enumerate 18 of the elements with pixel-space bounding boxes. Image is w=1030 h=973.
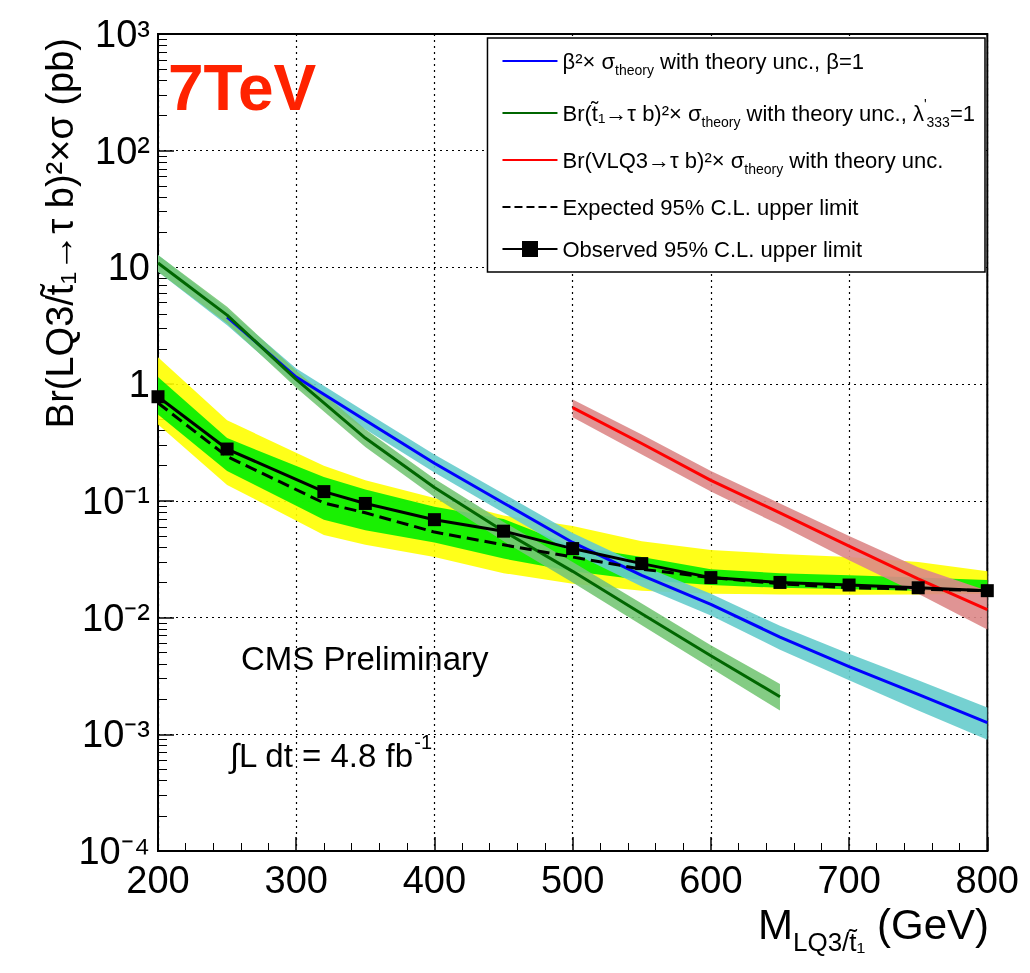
y-tick-label: 10³ <box>95 13 150 55</box>
y-tick-label: 10² <box>95 129 150 172</box>
y-axis-title: Br(LQ3/t̃₁→τ b)²×σ (pb) <box>39 38 81 429</box>
y-tick-label: 10 <box>107 246 150 289</box>
y-tick-label: 10⁻³ <box>82 713 150 756</box>
annotation: CMS Preliminary <box>241 639 490 677</box>
x-tick-label: 300 <box>264 859 328 901</box>
y-tick-label: 1 <box>128 363 150 406</box>
legend-label: Expected 95% C.L. upper limit <box>562 194 859 220</box>
y-tick-label: 10⁻¹ <box>82 479 150 522</box>
x-tick-label: 400 <box>402 859 467 901</box>
annotation: 7TeV <box>168 52 317 124</box>
x-tick-label: 500 <box>540 859 605 901</box>
legend-label: Observed 95% C.L. upper limit <box>562 236 863 262</box>
x-tick-label: 600 <box>679 859 743 901</box>
x-tick-label: 700 <box>817 859 881 901</box>
y-tick-label: 10⁻² <box>82 596 150 639</box>
x-tick-label: 800 <box>955 859 1019 901</box>
